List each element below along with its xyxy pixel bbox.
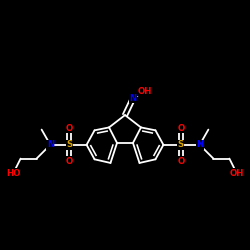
Text: N: N [196,140,203,149]
Text: OH: OH [138,87,152,96]
Text: OH: OH [230,168,244,177]
Text: N: N [130,94,136,103]
Text: HO: HO [6,168,20,177]
Text: O: O [177,157,184,166]
Text: O: O [66,124,73,133]
Text: S: S [66,140,72,149]
Text: O: O [66,157,73,166]
Text: O: O [177,124,184,133]
Text: N: N [47,140,54,149]
Text: S: S [178,140,184,149]
